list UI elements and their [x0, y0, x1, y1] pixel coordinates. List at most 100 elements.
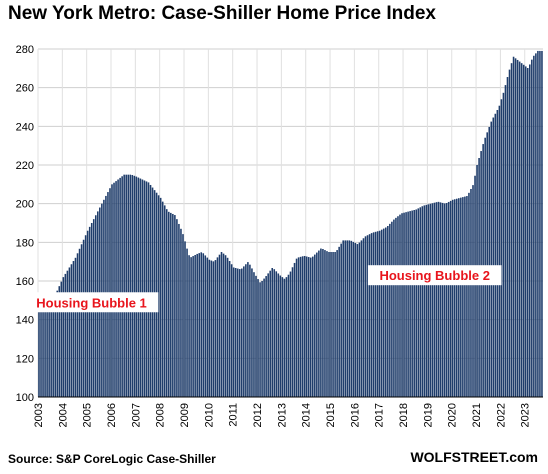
bar: [506, 77, 509, 398]
bar: [531, 59, 533, 398]
x-tick-label: 2006: [106, 403, 118, 427]
x-tick-label: 2005: [82, 403, 94, 427]
bar: [137, 177, 140, 397]
bar: [411, 210, 413, 397]
bar: [176, 219, 178, 397]
x-tick-label: 2009: [179, 403, 191, 427]
bar: [163, 205, 166, 397]
bar: [435, 202, 438, 397]
bar: [429, 203, 432, 397]
x-tick-label: 2004: [57, 403, 69, 427]
bar: [301, 256, 304, 397]
bar: [281, 277, 284, 397]
bar: [468, 192, 470, 397]
bar: [451, 199, 454, 397]
bar: [141, 179, 144, 397]
bar: [488, 126, 491, 397]
bar: [76, 253, 79, 397]
bar: [449, 200, 452, 397]
bar: [492, 117, 495, 397]
bar: [172, 213, 174, 397]
bar: [247, 262, 249, 397]
bar: [202, 253, 205, 397]
bar: [80, 244, 83, 397]
bar: [494, 113, 497, 398]
bar: [316, 252, 318, 397]
bar: [537, 50, 539, 397]
bar: [421, 206, 424, 397]
annotation-layer: Housing Bubble 1 Housing Bubble 2: [24, 265, 502, 313]
y-tick-label: 280: [16, 44, 34, 56]
bar: [265, 276, 267, 397]
bar: [512, 56, 515, 397]
bar: [145, 181, 148, 397]
bar: [249, 264, 251, 397]
bar: [165, 209, 168, 397]
bar: [387, 226, 389, 397]
bar: [427, 204, 430, 397]
bar: [340, 243, 342, 397]
bar: [362, 238, 365, 397]
bar: [74, 257, 77, 397]
bar: [271, 268, 274, 397]
bar: [139, 178, 142, 397]
bar: [131, 174, 134, 397]
bar: [196, 253, 198, 397]
bar: [52, 297, 54, 397]
bar: [303, 255, 306, 397]
x-tick-label: 2015: [325, 403, 337, 427]
bar: [356, 244, 359, 397]
bar: [38, 310, 40, 397]
bar: [380, 229, 383, 397]
bar: [161, 201, 164, 397]
bar: [289, 271, 292, 397]
bar: [259, 282, 261, 397]
bar: [283, 278, 286, 397]
bar: [86, 230, 89, 397]
bar: [111, 184, 113, 397]
bar: [190, 257, 192, 397]
bar: [147, 182, 150, 397]
bar: [127, 174, 130, 397]
bar: [431, 203, 434, 397]
bar: [409, 211, 411, 397]
bar: [125, 174, 127, 397]
bar: [504, 85, 507, 397]
bar: [236, 268, 239, 397]
bar: [192, 256, 194, 397]
bar: [50, 300, 52, 397]
bar: [218, 254, 221, 397]
bar: [66, 270, 69, 397]
bar: [460, 197, 462, 397]
bar: [368, 234, 371, 397]
bar: [342, 240, 344, 397]
bar: [117, 179, 119, 397]
bar: [210, 260, 213, 397]
bar: [253, 272, 255, 397]
bar: [403, 212, 405, 397]
bar: [297, 257, 300, 397]
bar: [334, 252, 336, 397]
bar: [123, 174, 125, 397]
bar: [516, 59, 519, 397]
bar: [419, 207, 422, 397]
bar: [70, 264, 73, 397]
bar: [407, 211, 409, 397]
bar: [293, 262, 296, 397]
y-tick-label: 200: [16, 199, 34, 211]
bar: [299, 256, 302, 397]
bar: [44, 305, 46, 397]
bar: [401, 213, 403, 397]
bar: [311, 256, 314, 397]
bar: [46, 303, 48, 397]
bar: [535, 53, 537, 397]
bar: [360, 240, 363, 397]
bar: [490, 121, 493, 397]
annotation-label: Housing Bubble 1: [36, 295, 147, 310]
bar: [212, 261, 215, 397]
bar: [56, 290, 59, 397]
bar: [376, 231, 379, 397]
bar: [358, 242, 361, 397]
bar: [238, 269, 241, 397]
bar: [226, 257, 229, 397]
